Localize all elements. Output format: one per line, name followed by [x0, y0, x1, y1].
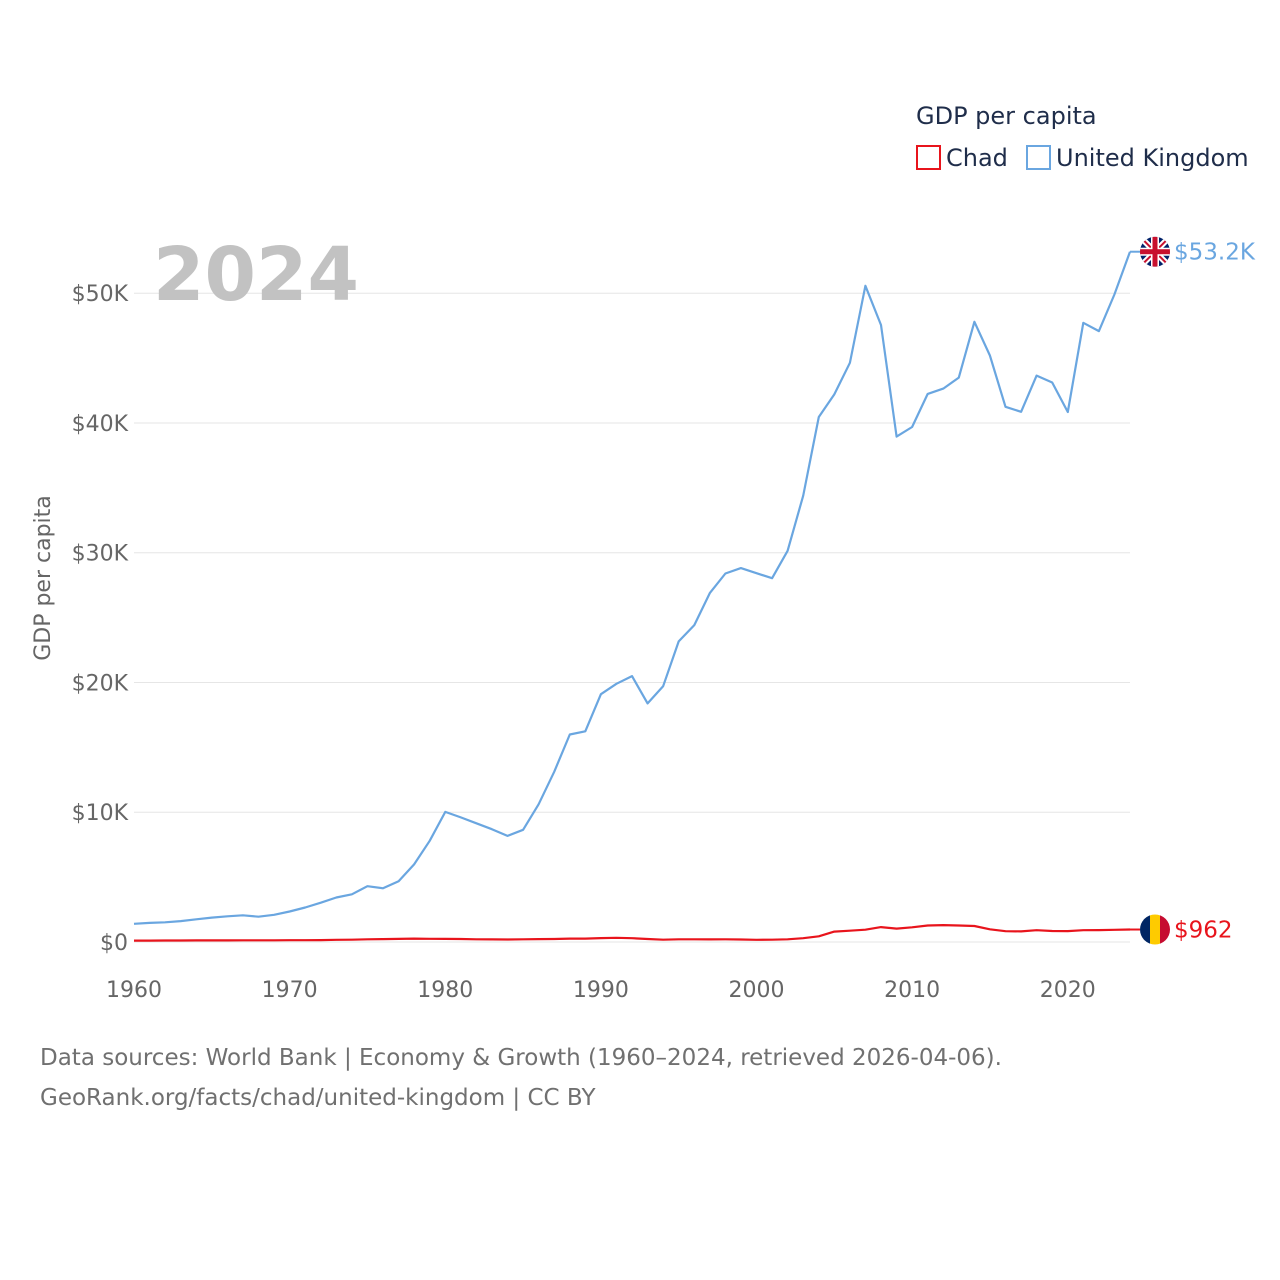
legend-item-chad[interactable]: Chad [916, 144, 1008, 172]
x-axis-ticks: 1960 1970 1980 1990 2000 2010 2020 [106, 978, 1096, 1003]
y-tick-label: $10K [72, 801, 129, 826]
y-axis-ticks: $0 $10K $20K $30K $40K $50K [72, 282, 129, 956]
endpoint-united-kingdom: $53.2K [1130, 236, 1256, 267]
legend-label-chad: Chad [946, 144, 1008, 172]
credit-note: GeoRank.org/facts/chad/united-kingdom | … [40, 1085, 596, 1111]
legend-swatch-chad [916, 145, 941, 170]
x-tick-label: 1960 [106, 978, 162, 1003]
y-tick-label: $0 [100, 931, 128, 956]
end-value-label-united-kingdom: $53.2K [1174, 240, 1256, 266]
series-line-united-kingdom [133, 251, 1132, 925]
y-axis-label: GDP per capita [31, 495, 56, 661]
series-lines [133, 251, 1132, 942]
series-end-markers: $962 $53.2K [1130, 236, 1256, 945]
y-tick-label: $30K [72, 542, 129, 567]
x-tick-label: 1980 [417, 978, 473, 1003]
legend-swatch-united-kingdom [1026, 145, 1051, 170]
source-note: Data sources: World Bank | Economy & Gro… [40, 1045, 1002, 1071]
x-tick-label: 2010 [884, 978, 940, 1003]
x-tick-label: 2000 [729, 978, 785, 1003]
x-tick-label: 2020 [1040, 978, 1096, 1003]
y-tick-label: $20K [72, 671, 129, 696]
chad-flag-icon [1140, 914, 1170, 945]
x-tick-label: 1970 [262, 978, 318, 1003]
year-watermark: 2024 [153, 232, 359, 318]
legend-title: GDP per capita [916, 102, 1097, 130]
series-line-chad [134, 923, 1131, 942]
gridlines [134, 292, 1130, 943]
x-tick-label: 1990 [573, 978, 629, 1003]
uk-flag-icon [1140, 236, 1170, 267]
legend-item-united-kingdom[interactable]: United Kingdom [1026, 144, 1249, 172]
endpoint-chad: $962 [1130, 914, 1233, 945]
legend-label-united-kingdom: United Kingdom [1056, 144, 1249, 172]
y-tick-label: $40K [72, 412, 129, 437]
line-chart: $0 $10K $20K $30K $40K $50K 1960 1970 1980 1990 2… [31, 102, 1256, 1003]
y-tick-label: $50K [72, 282, 129, 307]
legend: GDP per capita Chad United Kingdom [916, 102, 1249, 172]
end-value-label-chad: $962 [1174, 918, 1233, 944]
